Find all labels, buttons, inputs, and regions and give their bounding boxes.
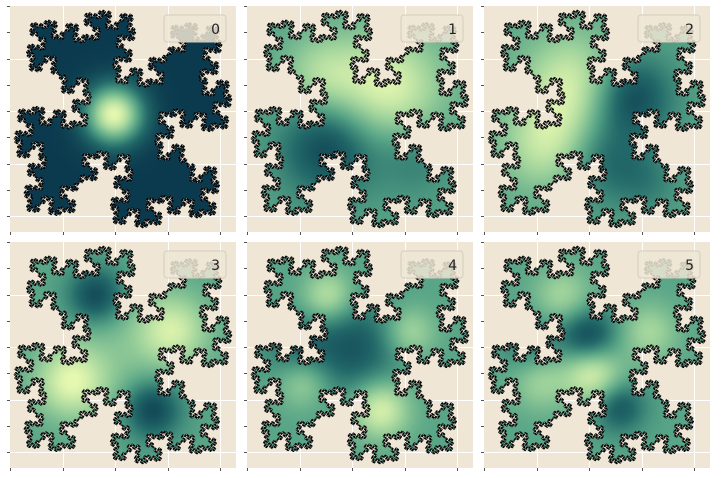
legend-box bbox=[400, 250, 464, 279]
legend: 4 bbox=[400, 250, 464, 279]
legend-box bbox=[637, 250, 701, 279]
legend-label: 3 bbox=[211, 258, 220, 274]
axis-ticks bbox=[244, 242, 458, 471]
axis-ticks bbox=[481, 242, 695, 471]
panel-5: 5 bbox=[481, 242, 710, 471]
axis-ticks bbox=[244, 6, 458, 235]
fractal-boundary bbox=[13, 9, 233, 229]
fractal-boundary bbox=[13, 245, 233, 465]
legend-label: 4 bbox=[448, 258, 457, 274]
panel-3: 3 bbox=[7, 242, 236, 471]
fractal-boundary bbox=[487, 245, 707, 465]
legend: 5 bbox=[637, 250, 701, 279]
panel-0: 0 bbox=[7, 6, 236, 235]
axis-ticks bbox=[7, 242, 221, 471]
panel-2: 2 bbox=[481, 6, 710, 235]
legend-label: 0 bbox=[211, 22, 220, 38]
legend-label: 1 bbox=[448, 22, 457, 38]
legend: 2 bbox=[637, 14, 701, 43]
fractal-boundary bbox=[487, 9, 707, 229]
legend-box bbox=[637, 14, 701, 43]
legend-label: 2 bbox=[685, 22, 694, 38]
legend: 1 bbox=[400, 14, 464, 43]
legend-box bbox=[163, 250, 227, 279]
fractal-boundary bbox=[250, 245, 470, 465]
legend: 3 bbox=[163, 250, 227, 279]
panel-1: 1 bbox=[244, 6, 473, 235]
legend-box bbox=[163, 14, 227, 43]
legend: 0 bbox=[163, 14, 227, 43]
legend-box bbox=[400, 14, 464, 43]
axis-ticks bbox=[7, 6, 221, 235]
panel-4: 4 bbox=[244, 242, 473, 471]
legend-label: 5 bbox=[685, 258, 694, 274]
axis-ticks bbox=[481, 6, 695, 235]
fractal-boundary bbox=[250, 9, 470, 229]
